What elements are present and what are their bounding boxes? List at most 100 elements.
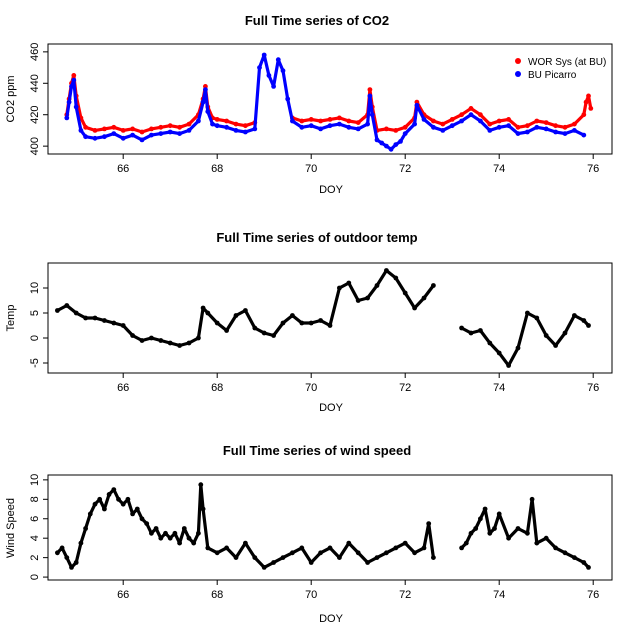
data-point: [102, 507, 107, 512]
data-point: [553, 130, 558, 135]
data-point: [102, 318, 107, 323]
x-tick-label: 70: [305, 382, 317, 394]
x-tick-label: 72: [399, 163, 411, 175]
data-point: [168, 130, 173, 135]
y-tick-label: 440: [29, 74, 41, 92]
data-point: [412, 306, 417, 311]
data-point: [281, 555, 286, 560]
data-point: [187, 128, 192, 133]
data-point: [459, 112, 464, 117]
y-tick-label: 4: [29, 535, 41, 541]
data-point: [93, 128, 98, 133]
data-point: [534, 125, 539, 130]
x-tick-label: 66: [117, 382, 129, 394]
data-point: [431, 119, 436, 124]
wind-x-axis-label: DOY: [319, 613, 344, 625]
data-point: [337, 286, 342, 291]
data-point: [71, 78, 76, 83]
data-point: [469, 331, 474, 336]
data-point: [356, 550, 361, 555]
data-point: [422, 296, 427, 301]
data-point: [177, 131, 182, 136]
data-point: [144, 521, 149, 526]
data-point: [299, 119, 304, 124]
y-tick-label: 10: [29, 282, 41, 294]
y-tick-label: 0: [29, 574, 41, 580]
data-point: [168, 536, 173, 541]
data-point: [182, 526, 187, 531]
x-tick-label: 70: [305, 589, 317, 601]
data-point: [534, 316, 539, 321]
co2-x-axis-label: DOY: [319, 184, 344, 196]
data-point: [64, 116, 69, 121]
data-point: [83, 526, 88, 531]
data-point: [210, 122, 215, 127]
data-point: [563, 331, 568, 336]
data-point: [403, 291, 408, 296]
data-point: [586, 94, 591, 99]
data-point: [393, 546, 398, 551]
data-point: [506, 117, 511, 122]
data-point: [243, 308, 248, 313]
data-point: [79, 541, 84, 546]
data-point: [97, 497, 102, 502]
data-point: [506, 123, 511, 128]
data-point: [83, 316, 88, 321]
data-point: [384, 144, 389, 149]
data-point: [422, 546, 427, 551]
data-point: [497, 351, 502, 356]
data-point: [135, 507, 140, 512]
data-point: [67, 100, 72, 105]
data-point: [224, 125, 229, 130]
data-point: [60, 546, 65, 551]
x-tick-label: 76: [587, 163, 599, 175]
data-point: [563, 550, 568, 555]
data-point: [459, 546, 464, 551]
data-point: [516, 346, 521, 351]
data-point: [346, 119, 351, 124]
data-point: [506, 363, 511, 368]
x-tick-label: 68: [211, 382, 223, 394]
data-point: [563, 125, 568, 130]
y-tick-label: 400: [29, 137, 41, 155]
data-point: [398, 139, 403, 144]
legend-label-bu-picarro: BU Picarro: [528, 70, 577, 81]
data-point: [403, 131, 408, 136]
data-point: [64, 303, 69, 308]
data-point: [478, 112, 483, 117]
data-point: [356, 120, 361, 125]
data-point: [149, 336, 154, 341]
data-point: [83, 134, 88, 139]
data-point: [149, 531, 154, 536]
data-point: [544, 126, 549, 131]
data-point: [201, 306, 206, 311]
data-point: [393, 142, 398, 147]
data-point: [168, 123, 173, 128]
data-point: [234, 313, 239, 318]
data-point: [534, 119, 539, 124]
data-point: [281, 321, 286, 326]
data-point: [191, 541, 196, 546]
data-point: [55, 550, 60, 555]
data-point: [588, 106, 593, 111]
data-point: [478, 516, 483, 521]
data-point: [525, 130, 530, 135]
data-point: [487, 128, 492, 133]
data-point: [403, 541, 408, 546]
data-point: [88, 512, 93, 517]
data-point: [379, 141, 384, 146]
data-point: [262, 565, 267, 570]
legend-label-wor-sys: WOR Sys (at BU): [528, 57, 606, 68]
data-point: [586, 323, 591, 328]
x-tick-label: 74: [493, 382, 505, 394]
data-point: [140, 138, 145, 143]
data-point: [196, 336, 201, 341]
data-point: [393, 276, 398, 281]
data-point: [328, 546, 333, 551]
data-point: [290, 550, 295, 555]
data-point: [111, 125, 116, 130]
data-point: [243, 123, 248, 128]
data-point: [116, 497, 121, 502]
data-point: [346, 541, 351, 546]
